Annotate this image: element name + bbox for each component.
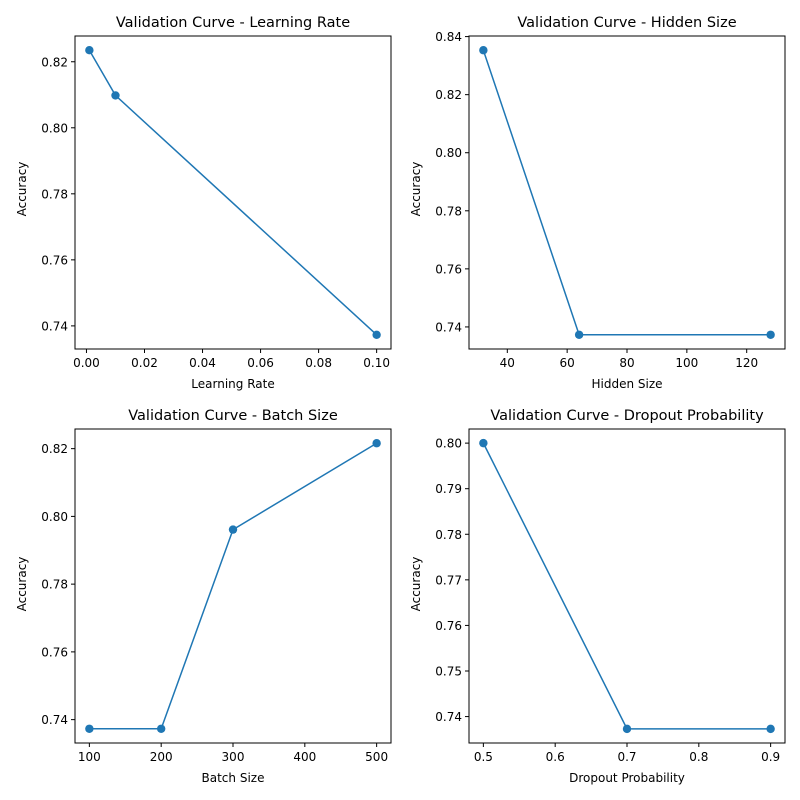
y-tick-label: 0.76 <box>435 619 462 633</box>
x-tick-label: 100 <box>675 356 698 370</box>
data-point <box>111 91 120 100</box>
x-tick-label: 120 <box>735 356 758 370</box>
subplot-hidden-size: Validation Curve - Hidden Size Hidden Si… <box>409 15 786 391</box>
data-point <box>85 45 94 55</box>
data-point <box>574 330 584 339</box>
x-tick-label: 300 <box>222 750 245 764</box>
y-tick-label: 0.76 <box>41 253 68 267</box>
y-tick-label: 0.76 <box>435 262 462 276</box>
y-axis-label: Accuracy <box>409 557 423 612</box>
y-tick-label: 0.74 <box>435 320 462 334</box>
data-point <box>479 438 488 448</box>
x-tick-label: 80 <box>619 356 634 370</box>
data-point <box>766 724 775 734</box>
x-tick-label: 0.06 <box>247 356 274 370</box>
y-axis-label: Accuracy <box>409 162 423 217</box>
y-tick-label: 0.79 <box>435 482 462 496</box>
x-tick-label: 0.8 <box>689 750 708 764</box>
y-tick-label: 0.77 <box>435 573 462 587</box>
y-tick-label: 0.80 <box>435 437 462 451</box>
y-tick-label: 0.75 <box>435 664 462 678</box>
subplot-batch-size: Validation Curve - Batch Size Batch Size… <box>15 408 392 785</box>
subplot-learning-rate: Validation Curve - Learning Rate Learnin… <box>15 15 392 391</box>
y-axis-label: Accuracy <box>15 162 29 217</box>
x-tick-label: 0.10 <box>363 356 390 370</box>
data-point <box>156 724 166 733</box>
x-tick-label: 60 <box>560 356 575 370</box>
chart-title: Validation Curve - Learning Rate <box>116 15 350 31</box>
x-tick-label: 0.6 <box>546 750 565 764</box>
data-point <box>372 330 381 340</box>
x-tick-label: 100 <box>78 750 101 764</box>
subplot-dropout-probability: Validation Curve - Dropout Probability D… <box>409 408 786 785</box>
x-tick-label: 40 <box>500 356 515 370</box>
x-tick-label: 0.5 <box>474 750 493 764</box>
y-tick-label: 0.78 <box>41 578 68 592</box>
y-tick-label: 0.78 <box>435 204 462 218</box>
x-tick-label: 0.7 <box>617 750 636 764</box>
data-point <box>622 724 632 734</box>
data-point <box>372 439 381 448</box>
y-tick-label: 0.84 <box>435 30 462 44</box>
x-axis-label: Batch Size <box>202 771 265 785</box>
y-tick-label: 0.78 <box>41 187 68 201</box>
y-tick-label: 0.82 <box>41 442 68 456</box>
axes-frame <box>74 428 392 744</box>
y-axis-label: Accuracy <box>15 557 29 612</box>
x-tick-label: 500 <box>365 750 388 764</box>
y-tick-label: 0.80 <box>41 510 68 524</box>
y-tick-label: 0.82 <box>435 88 462 102</box>
y-tick-label: 0.74 <box>41 319 68 333</box>
y-tick-label: 0.74 <box>41 713 68 727</box>
y-tick-label: 0.80 <box>41 121 68 135</box>
data-point <box>85 724 94 733</box>
x-tick-label: 0.02 <box>131 356 158 370</box>
data-point <box>479 46 488 55</box>
chart-title: Validation Curve - Batch Size <box>128 408 338 424</box>
x-tick-label: 0.9 <box>761 750 780 764</box>
x-tick-label: 0.04 <box>189 356 216 370</box>
x-axis-label: Hidden Size <box>591 377 662 391</box>
x-tick-label: 0.08 <box>305 356 332 370</box>
data-point <box>766 330 775 339</box>
y-tick-label: 0.82 <box>41 55 68 69</box>
x-tick-label: 400 <box>293 750 316 764</box>
y-tick-label: 0.76 <box>41 645 68 659</box>
x-axis-label: Dropout Probability <box>569 771 685 785</box>
chart-title: Validation Curve - Hidden Size <box>517 15 736 31</box>
x-tick-label: 0.00 <box>73 356 100 370</box>
axes-frame <box>468 35 786 350</box>
chart-title: Validation Curve - Dropout Probability <box>490 408 764 424</box>
x-tick-label: 200 <box>150 750 173 764</box>
axes-frame <box>468 428 786 744</box>
y-tick-label: 0.78 <box>435 528 462 542</box>
y-tick-label: 0.74 <box>435 710 462 724</box>
y-tick-label: 0.80 <box>435 146 462 160</box>
series-line <box>89 442 378 730</box>
data-point <box>228 525 238 534</box>
axes-frame <box>74 35 392 350</box>
x-axis-label: Learning Rate <box>191 377 274 391</box>
